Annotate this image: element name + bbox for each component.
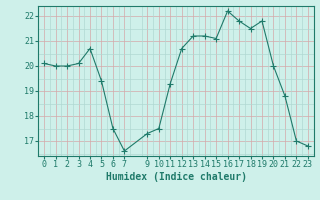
X-axis label: Humidex (Indice chaleur): Humidex (Indice chaleur) [106, 172, 246, 182]
